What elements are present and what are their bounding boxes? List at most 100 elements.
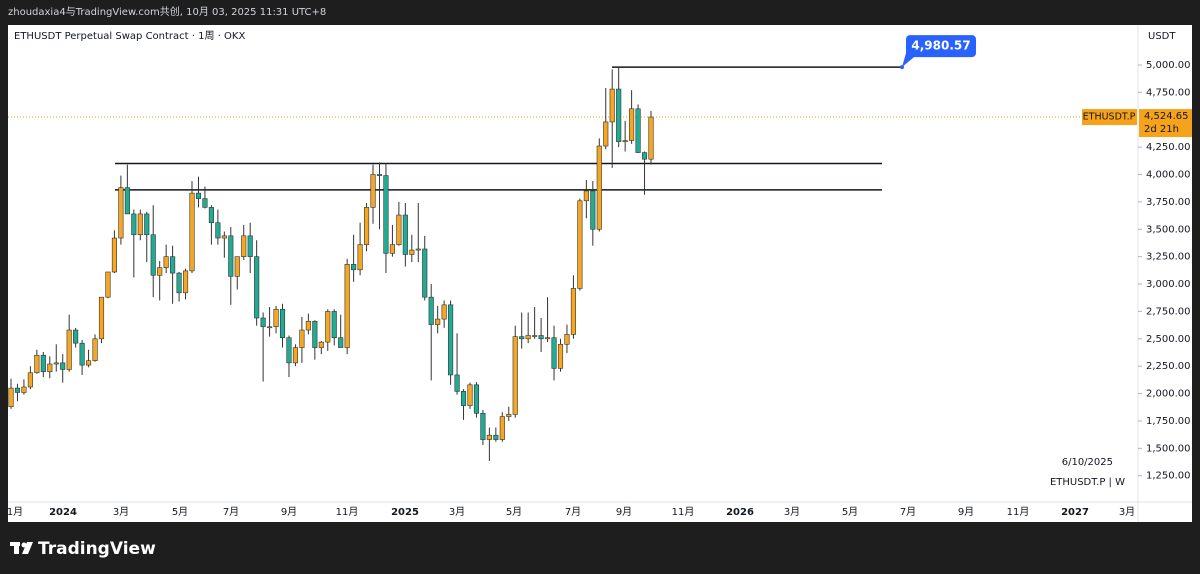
y-tick-label: 3,500.00 bbox=[1146, 224, 1191, 235]
x-tick-label: 1月 bbox=[7, 506, 23, 518]
candle-body bbox=[409, 249, 415, 255]
candle-body bbox=[396, 214, 402, 245]
candle-body bbox=[415, 248, 421, 251]
x-tick-label: 5月 bbox=[506, 506, 522, 518]
candle-body bbox=[344, 264, 350, 348]
y-tick-label: 5,000.00 bbox=[1146, 60, 1191, 71]
y-tick-label: 1,500.00 bbox=[1146, 443, 1191, 454]
y-tick-label: 4,250.00 bbox=[1146, 142, 1191, 153]
candle-body bbox=[47, 363, 53, 372]
candle-body bbox=[428, 296, 434, 325]
candle-body bbox=[53, 362, 59, 365]
candle-body bbox=[422, 248, 428, 298]
chart-panel bbox=[8, 25, 1192, 522]
candle-body bbox=[616, 88, 622, 142]
x-tick-label: 2027 bbox=[1061, 507, 1089, 518]
candle-body bbox=[279, 308, 286, 339]
candle-body bbox=[34, 354, 40, 374]
candle-body bbox=[383, 175, 389, 254]
x-tick-label: 9月 bbox=[281, 506, 297, 518]
candle-body bbox=[234, 256, 240, 277]
candle-body bbox=[499, 416, 505, 440]
candle-body bbox=[641, 152, 648, 160]
y-tick-label: 4,000.00 bbox=[1146, 170, 1191, 181]
candle-body bbox=[486, 434, 492, 440]
x-tick-label: 11月 bbox=[672, 506, 695, 518]
candle-body bbox=[480, 412, 486, 440]
candle-body bbox=[305, 320, 311, 331]
candle-body bbox=[512, 336, 518, 415]
candle-body bbox=[312, 320, 318, 348]
candle-body bbox=[286, 337, 292, 364]
candle-body bbox=[40, 354, 46, 372]
candle-body bbox=[538, 335, 544, 340]
x-tick-label: 3月 bbox=[1119, 506, 1135, 518]
candle-body bbox=[583, 190, 589, 202]
candle-body bbox=[357, 244, 363, 271]
candle-body bbox=[435, 318, 441, 325]
annotation-box bbox=[906, 35, 976, 58]
candle-body bbox=[124, 187, 130, 215]
symbol-tag-box bbox=[1082, 109, 1137, 126]
candle-body bbox=[267, 326, 273, 329]
candle-body bbox=[27, 372, 33, 388]
logo-icon bbox=[10, 542, 33, 554]
candle-body bbox=[215, 222, 221, 239]
candle-body bbox=[202, 198, 208, 208]
candle-body bbox=[532, 335, 538, 337]
x-tick-label: 3月 bbox=[784, 506, 800, 518]
candle-body bbox=[73, 329, 79, 344]
x-tick-label: 3月 bbox=[113, 506, 129, 518]
candle-body bbox=[170, 256, 176, 274]
brand: TradingView bbox=[38, 539, 156, 559]
candle-body bbox=[331, 311, 337, 339]
candle-body bbox=[157, 267, 163, 276]
candle-body bbox=[351, 264, 357, 271]
x-tick-label: 11月 bbox=[1007, 506, 1030, 518]
x-tick-label: 2024 bbox=[49, 507, 77, 518]
x-tick-label: 7月 bbox=[223, 506, 239, 518]
candle-body bbox=[299, 329, 305, 348]
y-tick-label: 2,000.00 bbox=[1146, 389, 1191, 400]
candle-body bbox=[111, 237, 117, 273]
candle-body bbox=[144, 213, 150, 236]
currency: USDT bbox=[1148, 31, 1176, 42]
candle-body bbox=[150, 234, 156, 276]
candle-body bbox=[570, 288, 576, 335]
candle-body bbox=[629, 108, 635, 141]
candle-body bbox=[441, 304, 447, 320]
candle-body bbox=[460, 391, 467, 406]
x-tick-label: 9月 bbox=[616, 506, 632, 518]
candle-body bbox=[506, 414, 512, 417]
candle-body bbox=[228, 235, 234, 277]
candle-body bbox=[622, 140, 628, 142]
candle-body bbox=[493, 434, 499, 440]
candle-body bbox=[648, 116, 654, 160]
x-tick-label: 2025 bbox=[391, 507, 419, 518]
candle-body bbox=[609, 88, 615, 123]
x-tick-label: 2026 bbox=[726, 507, 754, 518]
countdown: 2d 21h bbox=[1144, 124, 1179, 135]
annotation-label: 4,980.57 bbox=[911, 39, 970, 53]
symbol-tag: ETHUSDT.P bbox=[1083, 112, 1136, 123]
candle-body bbox=[182, 270, 189, 294]
candle-body bbox=[292, 347, 299, 364]
candle-body bbox=[473, 384, 480, 414]
candle-body bbox=[577, 200, 583, 289]
candle-body bbox=[370, 174, 376, 208]
candle-body bbox=[79, 342, 85, 366]
candle-body bbox=[163, 256, 169, 268]
candle-body bbox=[195, 192, 202, 199]
candle-body bbox=[8, 387, 14, 408]
symbol-note: ETHUSDT.P | W bbox=[1050, 477, 1125, 488]
candle-body bbox=[338, 337, 344, 348]
candle-body bbox=[318, 341, 324, 348]
candle-body bbox=[273, 308, 279, 328]
chart-title: ETHUSDT Perpetual Swap Contract · 1周 · O… bbox=[14, 30, 245, 42]
y-tick-label: 1,750.00 bbox=[1146, 416, 1191, 427]
candle-body bbox=[325, 311, 331, 343]
candle-body bbox=[454, 374, 460, 392]
candle-body bbox=[221, 235, 227, 239]
